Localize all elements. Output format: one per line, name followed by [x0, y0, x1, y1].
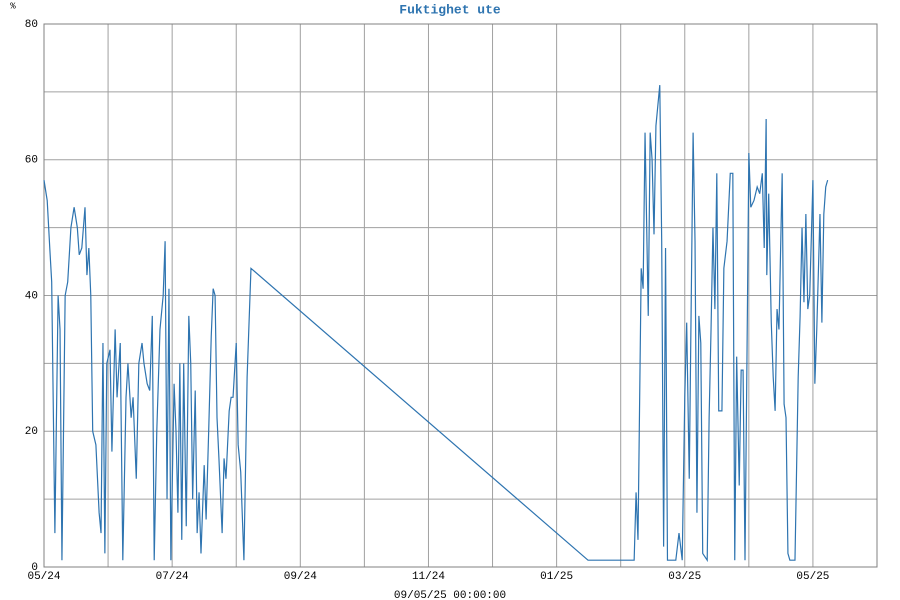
chart-title: Fuktighet ute	[399, 2, 501, 17]
x-tick-label: 05/25	[796, 571, 829, 583]
y-tick-label: 60	[25, 155, 38, 167]
x-tick-label: 05/24	[27, 571, 60, 583]
y-tick-label: 20	[25, 426, 38, 438]
marks	[43, 85, 829, 563]
data-line	[43, 85, 829, 563]
x-tick-label: 01/25	[540, 571, 573, 583]
x-tick-label: 03/25	[668, 571, 701, 583]
x-tick-label: 11/24	[412, 571, 445, 583]
y-tick-label: 40	[25, 290, 38, 302]
y-tick-label: 0	[31, 562, 38, 574]
y-tick-label: 80	[25, 19, 38, 31]
x-tick-label: 07/24	[156, 571, 189, 583]
x-tick-label: 09/24	[284, 571, 317, 583]
x-axis-label: 09/05/25 00:00:00	[394, 590, 506, 600]
plot-frame	[43, 23, 878, 568]
y-axis-label: %	[10, 1, 16, 11]
